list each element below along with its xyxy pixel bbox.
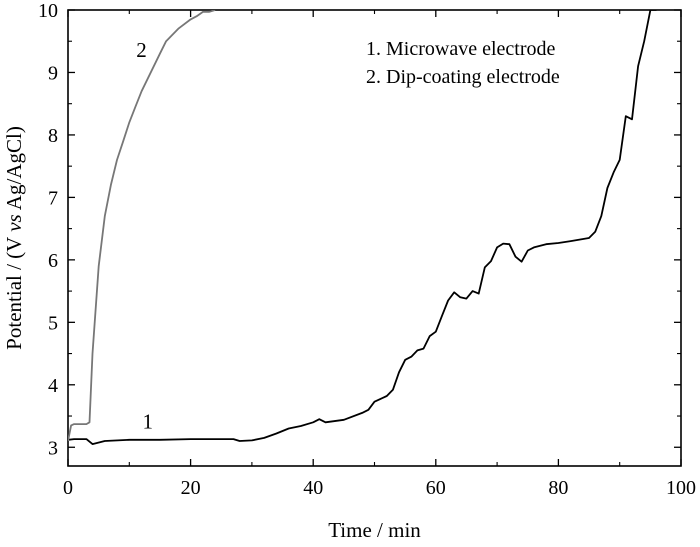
x-tick-label: 80 — [548, 477, 568, 499]
x-tick-label: 40 — [303, 477, 323, 499]
y-tick-label: 6 — [48, 250, 58, 272]
y-axis-title-suffix: Ag/AgCl) — [2, 126, 26, 214]
series-2-line — [68, 10, 216, 442]
y-tick-label: 5 — [48, 312, 58, 334]
series-1-line — [68, 10, 657, 446]
x-tick-label: 60 — [426, 477, 446, 499]
y-tick-label: 3 — [48, 437, 58, 459]
x-tick-label: 100 — [666, 477, 696, 499]
legend-entry: 2. Dip-coating electrode — [366, 66, 560, 88]
y-tick-label: 4 — [48, 375, 58, 397]
x-tick-label: 20 — [181, 477, 201, 499]
axis-tick-labels: 0 20 40 60 80 100 3 4 5 6 7 8 9 10 — [38, 0, 696, 499]
series-1-annotation: 1 — [142, 410, 153, 434]
y-axis-title-italic: vs — [2, 214, 26, 232]
y-tick-label: 7 — [48, 187, 58, 209]
curve-annotations: 12 — [136, 38, 153, 434]
series-layer — [68, 10, 657, 446]
series-2-annotation: 2 — [136, 38, 147, 62]
legend: 1. Microwave electrode 2. Dip-coating ele… — [366, 38, 560, 88]
axis-ticks — [67, 9, 682, 466]
y-axis-title: Potential / (V vs Ag/AgCl) — [2, 126, 26, 350]
y-axis-title-prefix: Potential / (V — [2, 232, 26, 350]
x-axis-title: Time / min — [328, 518, 421, 542]
legend-entry: 1. Microwave electrode — [366, 38, 555, 60]
y-tick-label: 8 — [48, 125, 58, 147]
x-tick-label: 0 — [63, 477, 73, 499]
y-tick-label: 10 — [38, 0, 58, 22]
y-tick-label: 9 — [48, 62, 58, 84]
